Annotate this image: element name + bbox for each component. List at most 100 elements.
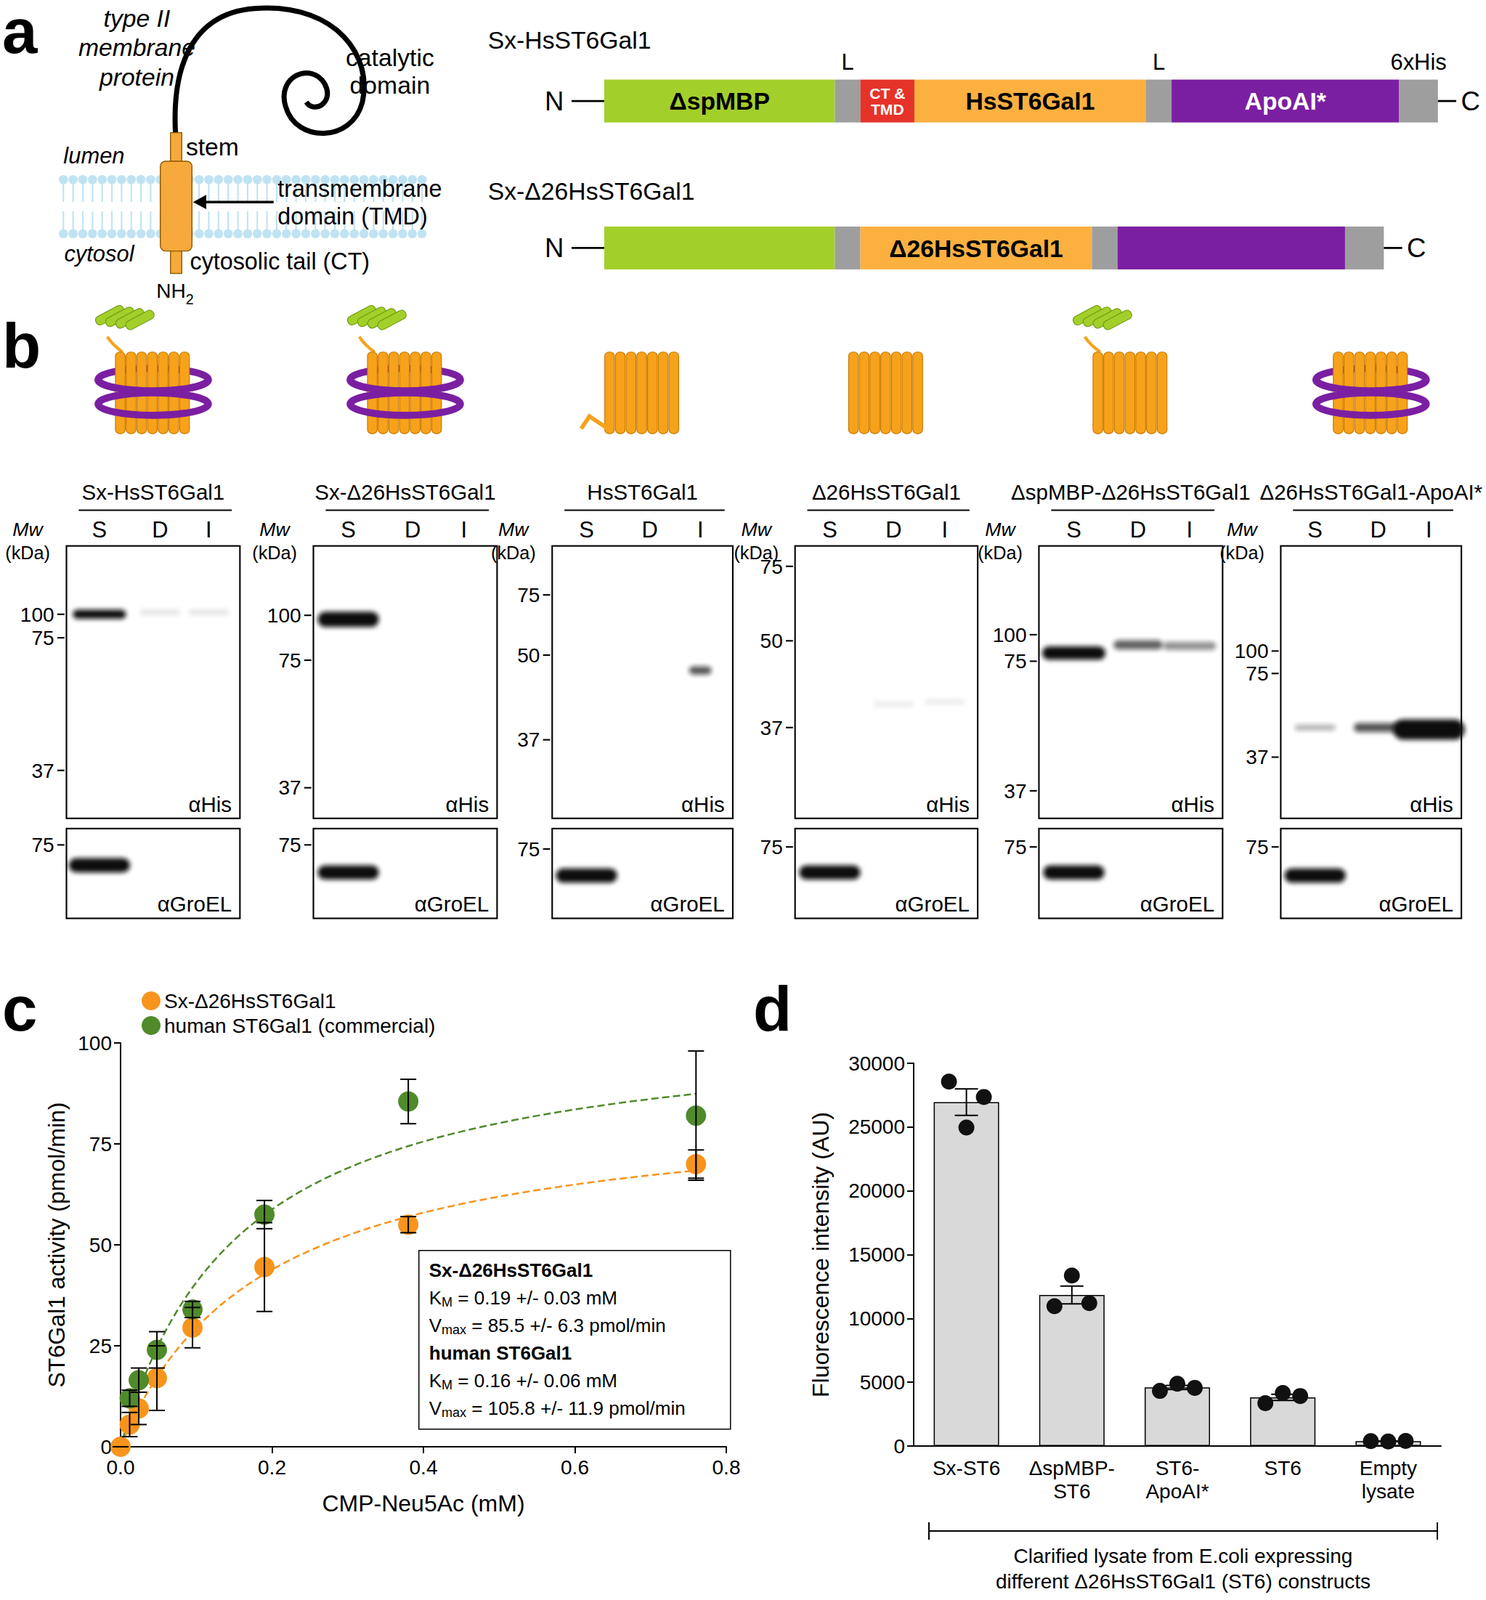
svg-text:25: 25	[89, 1334, 112, 1358]
svg-text:75: 75	[89, 1133, 112, 1156]
svg-text:ΔspMBP-Δ26HsST6Gal1: ΔspMBP-Δ26HsST6Gal1	[1011, 480, 1251, 505]
svg-text:αGroEL: αGroEL	[895, 891, 970, 916]
svg-text:(kDa): (kDa)	[977, 542, 1023, 563]
svg-text:N: N	[544, 233, 564, 263]
svg-text:37: 37	[278, 776, 301, 799]
svg-text:0.0: 0.0	[106, 1456, 136, 1479]
svg-text:αGroEL: αGroEL	[157, 891, 232, 916]
svg-text:I: I	[1186, 517, 1194, 543]
svg-text:25000: 25000	[848, 1115, 905, 1139]
svg-text:(kDa): (kDa)	[252, 542, 298, 563]
svg-text:cytosolic tail (CT): cytosolic tail (CT)	[190, 248, 371, 275]
svg-text:75: 75	[517, 583, 540, 607]
svg-text:6xHis: 6xHis	[1390, 49, 1447, 75]
svg-text:S: S	[92, 517, 108, 543]
svg-text:37: 37	[31, 759, 54, 783]
svg-text:Mw: Mw	[741, 518, 773, 541]
svg-text:S: S	[1066, 517, 1082, 543]
svg-text:d: d	[753, 973, 792, 1044]
svg-text:αGroEL: αGroEL	[650, 891, 725, 916]
svg-text:75: 75	[31, 833, 54, 857]
svg-text:Sx-Δ26HsST6Gal1: Sx-Δ26HsST6Gal1	[488, 177, 696, 205]
svg-text:K: K	[429, 1286, 443, 1309]
svg-text:Sx-Δ26HsST6Gal1: Sx-Δ26HsST6Gal1	[429, 1259, 593, 1282]
svg-text:ΔspMBP-: ΔspMBP-	[1029, 1456, 1115, 1480]
svg-text:50: 50	[517, 644, 540, 667]
svg-text:M: M	[441, 1377, 453, 1393]
svg-text:75: 75	[1245, 835, 1269, 859]
svg-text:different Δ26HsST6Gal1 (ST6) c: different Δ26HsST6Gal1 (ST6) constructs	[995, 1570, 1371, 1593]
svg-text:(kDa): (kDa)	[490, 542, 537, 563]
svg-text:CMP-Neu5Ac (mM): CMP-Neu5Ac (mM)	[321, 1490, 525, 1517]
svg-text:37: 37	[760, 716, 783, 740]
svg-text:L: L	[1152, 49, 1165, 75]
svg-text:I: I	[1425, 517, 1433, 543]
svg-text:b: b	[2, 310, 41, 381]
svg-text:αHis: αHis	[681, 792, 725, 817]
svg-text:50: 50	[760, 629, 783, 653]
svg-text:αHis: αHis	[188, 792, 232, 817]
svg-text:= 85.5 +/- 6.3 pmol/min: = 85.5 +/- 6.3 pmol/min	[466, 1314, 667, 1337]
svg-text:αHis: αHis	[445, 792, 489, 817]
svg-text:D: D	[641, 517, 658, 543]
svg-text:0: 0	[100, 1435, 112, 1459]
svg-text:I: I	[942, 517, 949, 543]
svg-text:37: 37	[1245, 745, 1269, 769]
svg-text:= 105.8 +/- 11.9 pmol/min: = 105.8 +/- 11.9 pmol/min	[466, 1397, 686, 1420]
svg-text:αGroEL: αGroEL	[1140, 891, 1215, 916]
svg-text:Mw: Mw	[498, 518, 530, 541]
svg-text:S: S	[1307, 517, 1323, 543]
svg-text:100: 100	[992, 623, 1027, 647]
svg-text:Δ26HsST6Gal1: Δ26HsST6Gal1	[811, 480, 961, 505]
svg-text:37: 37	[1003, 780, 1027, 803]
svg-text:(kDa): (kDa)	[1219, 542, 1265, 563]
svg-text:0.2: 0.2	[257, 1456, 287, 1479]
svg-text:K: K	[429, 1369, 443, 1392]
svg-text:stem: stem	[185, 132, 239, 161]
svg-text:= 0.16 +/- 0.06 mM: = 0.16 +/- 0.06 mM	[452, 1369, 618, 1392]
svg-text:HsST6Gal1: HsST6Gal1	[965, 87, 1096, 115]
svg-text:CT &: CT &	[869, 84, 905, 102]
svg-text:Clarified lysate from E.coli e: Clarified lysate from E.coli expressing	[1013, 1544, 1354, 1568]
svg-text:αGroEL: αGroEL	[414, 891, 489, 916]
svg-text:αHis: αHis	[1409, 792, 1454, 817]
svg-text:Empty: Empty	[1359, 1456, 1418, 1480]
svg-text:10000: 10000	[848, 1307, 905, 1330]
svg-text:I: I	[205, 517, 213, 543]
svg-text:75: 75	[278, 649, 301, 672]
svg-text:Sx-ST6: Sx-ST6	[932, 1456, 1001, 1480]
svg-text:αHis: αHis	[1170, 792, 1215, 817]
svg-text:Sx-Δ26HsST6Gal1: Sx-Δ26HsST6Gal1	[314, 480, 496, 505]
svg-text:75: 75	[1245, 662, 1269, 685]
svg-text:Mw: Mw	[12, 518, 44, 541]
svg-text:ApoAI*: ApoAI*	[1244, 87, 1327, 115]
svg-text:Δ26HsST6Gal1: Δ26HsST6Gal1	[888, 234, 1064, 263]
svg-text:15000: 15000	[848, 1243, 905, 1266]
svg-text:D: D	[151, 517, 168, 543]
svg-text:Sx-HsST6Gal1: Sx-HsST6Gal1	[82, 480, 226, 505]
svg-text:membrane: membrane	[78, 33, 196, 62]
svg-text:NH2: NH2	[156, 279, 194, 307]
svg-text:Fluorescence intensity (AU): Fluorescence intensity (AU)	[807, 1111, 834, 1398]
svg-text:S: S	[578, 517, 595, 543]
svg-text:75: 75	[31, 626, 54, 650]
svg-text:37: 37	[517, 728, 540, 751]
svg-text:75: 75	[760, 835, 783, 859]
svg-text:75: 75	[1003, 835, 1027, 859]
svg-text:C: C	[1406, 233, 1426, 263]
svg-text:domain (TMD): domain (TMD)	[277, 203, 428, 230]
svg-text:domain: domain	[350, 71, 431, 99]
svg-text:(kDa): (kDa)	[5, 542, 51, 563]
svg-text:HsST6Gal1: HsST6Gal1	[586, 480, 698, 505]
svg-text:0.8: 0.8	[712, 1456, 741, 1479]
svg-text:Sx-Δ26HsST6Gal1: Sx-Δ26HsST6Gal1	[164, 989, 337, 1013]
svg-text:0: 0	[893, 1435, 905, 1458]
svg-text:75: 75	[760, 555, 783, 579]
svg-text:100: 100	[1234, 639, 1269, 663]
svg-text:ST6: ST6	[1264, 1456, 1302, 1480]
svg-text:L: L	[841, 49, 854, 75]
svg-text:M: M	[441, 1294, 453, 1310]
svg-text:Sx-HsST6Gal1: Sx-HsST6Gal1	[488, 26, 652, 54]
svg-text:lumen: lumen	[63, 143, 125, 169]
svg-text:ST6: ST6	[1053, 1480, 1091, 1503]
